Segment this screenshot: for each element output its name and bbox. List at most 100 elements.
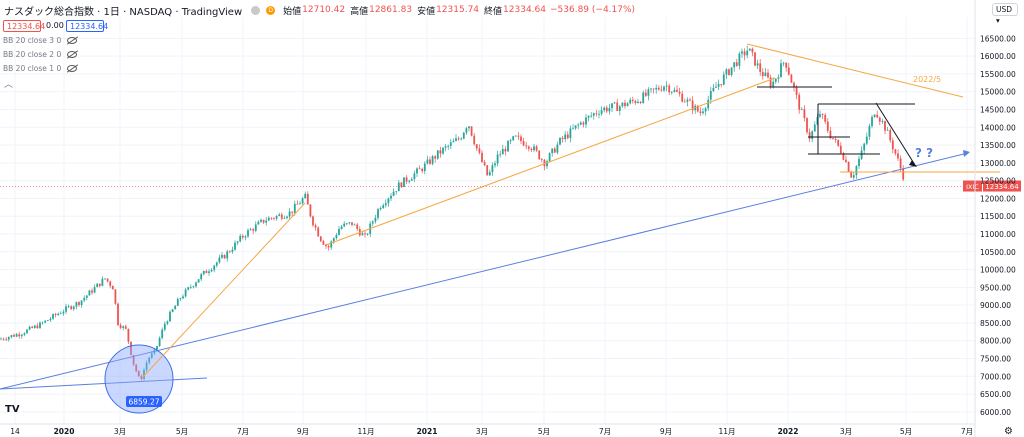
price-axis: 16500.00 16000.00 15500.00 15000.00 14500.00… xyxy=(974,0,1016,437)
candle-body xyxy=(543,159,546,167)
trend-line xyxy=(325,77,776,246)
buy-price-box[interactable]: 12334.64 xyxy=(66,20,108,32)
time-tick-label: 2022 xyxy=(778,427,799,436)
time-tick-label: 5月 xyxy=(538,427,550,436)
candle-body xyxy=(364,233,366,235)
candle-body xyxy=(743,51,746,56)
candle-body xyxy=(273,218,275,220)
candle-body xyxy=(59,313,62,315)
candle-body xyxy=(585,117,587,125)
candle-body xyxy=(720,84,723,85)
candle-body xyxy=(44,320,47,323)
candle-body xyxy=(689,99,691,101)
candle-body xyxy=(530,148,533,151)
candle-body xyxy=(507,141,509,152)
candle-body xyxy=(124,326,127,329)
symbol-title[interactable]: ナスダック総合指数 · 1日 · NASDAQ · TradingView xyxy=(4,6,243,18)
candle-body xyxy=(150,353,153,358)
candle-body xyxy=(855,166,858,176)
candle-body xyxy=(80,300,83,306)
candle-body xyxy=(241,235,244,238)
time-tick-label: 7月 xyxy=(237,427,249,436)
candle-body xyxy=(275,215,278,219)
candle-body xyxy=(392,191,395,196)
candle-body xyxy=(130,341,132,355)
candle-body xyxy=(785,62,788,68)
candle-body xyxy=(722,74,725,85)
candle-body xyxy=(663,86,665,91)
candle-body xyxy=(522,141,525,146)
candle-body xyxy=(824,114,827,122)
candle-body xyxy=(553,148,556,153)
candle-body xyxy=(39,322,41,329)
collapse-chevron-icon[interactable]: ︿ xyxy=(4,80,14,90)
delayed-badge[interactable]: D xyxy=(266,5,276,15)
candle-body xyxy=(395,191,398,192)
close-label: 終値 xyxy=(484,6,503,17)
price-tick-label: 14000.00 xyxy=(980,123,1016,132)
eye-hidden-icon[interactable] xyxy=(67,37,78,44)
candle-body xyxy=(462,132,465,139)
currency-button[interactable]: USD ▾ xyxy=(992,3,1018,25)
candle-body xyxy=(78,302,80,306)
indicator-row-1[interactable]: BB 20 close 3 0 xyxy=(3,35,78,46)
candle-body xyxy=(262,219,265,223)
candle-body xyxy=(847,161,850,172)
candle-body xyxy=(455,138,457,142)
eye-hidden-icon[interactable] xyxy=(67,65,78,72)
candle-body xyxy=(538,150,541,160)
change-value: −536.89 (−4.17%) xyxy=(550,5,636,15)
candle-body xyxy=(613,102,616,104)
candle-body xyxy=(312,216,314,226)
candle-body xyxy=(5,339,8,341)
candle-body xyxy=(296,203,299,205)
candle-body xyxy=(28,326,31,330)
candle-body xyxy=(205,270,208,273)
candle-body xyxy=(569,128,572,139)
time-tick-label: 9月 xyxy=(297,427,309,436)
candle-body xyxy=(426,159,429,164)
time-tick-label: 3月 xyxy=(840,427,852,436)
drawings-layer: 6859.27 2022/5 ? ? IXIC 12334.64 ⚙ xyxy=(0,43,1021,437)
candle-body xyxy=(49,318,52,321)
gear-icon[interactable]: ⚙ xyxy=(1004,426,1013,437)
candle-body xyxy=(647,89,650,96)
candle-body xyxy=(491,165,494,173)
candle-body xyxy=(280,214,283,219)
question-marks: ? ? xyxy=(915,146,933,160)
tradingview-logo-icon[interactable]: TV xyxy=(5,404,20,415)
candle-body xyxy=(163,323,166,330)
candle-body xyxy=(652,88,655,90)
candle-body xyxy=(821,114,824,115)
candle-body xyxy=(286,216,288,218)
candle-body xyxy=(176,299,179,306)
price-tick-label: 11500.00 xyxy=(980,212,1016,221)
candle-body xyxy=(265,220,268,223)
time-tick-label: 3月 xyxy=(114,427,126,436)
candle-body xyxy=(234,242,236,250)
candle-body xyxy=(31,326,34,328)
candle-body xyxy=(624,102,626,107)
sell-price-box[interactable]: 12334.64 xyxy=(3,20,45,32)
indicator-row-2[interactable]: BB 20 close 2 0 xyxy=(3,49,78,60)
candle-body xyxy=(293,203,296,213)
open-value: 12710.42 xyxy=(302,5,346,15)
indicator-row-3[interactable]: BB 20 close 1 0 xyxy=(3,63,78,74)
candle-body xyxy=(728,69,730,75)
candle-body xyxy=(410,179,413,181)
candle-body xyxy=(691,100,694,111)
candle-body xyxy=(187,287,190,290)
candle-body xyxy=(36,325,39,329)
candle-body xyxy=(18,334,21,337)
candle-body xyxy=(733,62,736,68)
candle-body xyxy=(741,51,743,54)
candle-body xyxy=(408,180,411,182)
candle-body xyxy=(431,156,434,164)
eye-hidden-icon[interactable] xyxy=(67,51,78,58)
candle-body xyxy=(319,236,322,242)
time-tick-label: 2021 xyxy=(417,427,438,436)
candle-body xyxy=(611,103,613,109)
candle-body xyxy=(501,148,504,155)
